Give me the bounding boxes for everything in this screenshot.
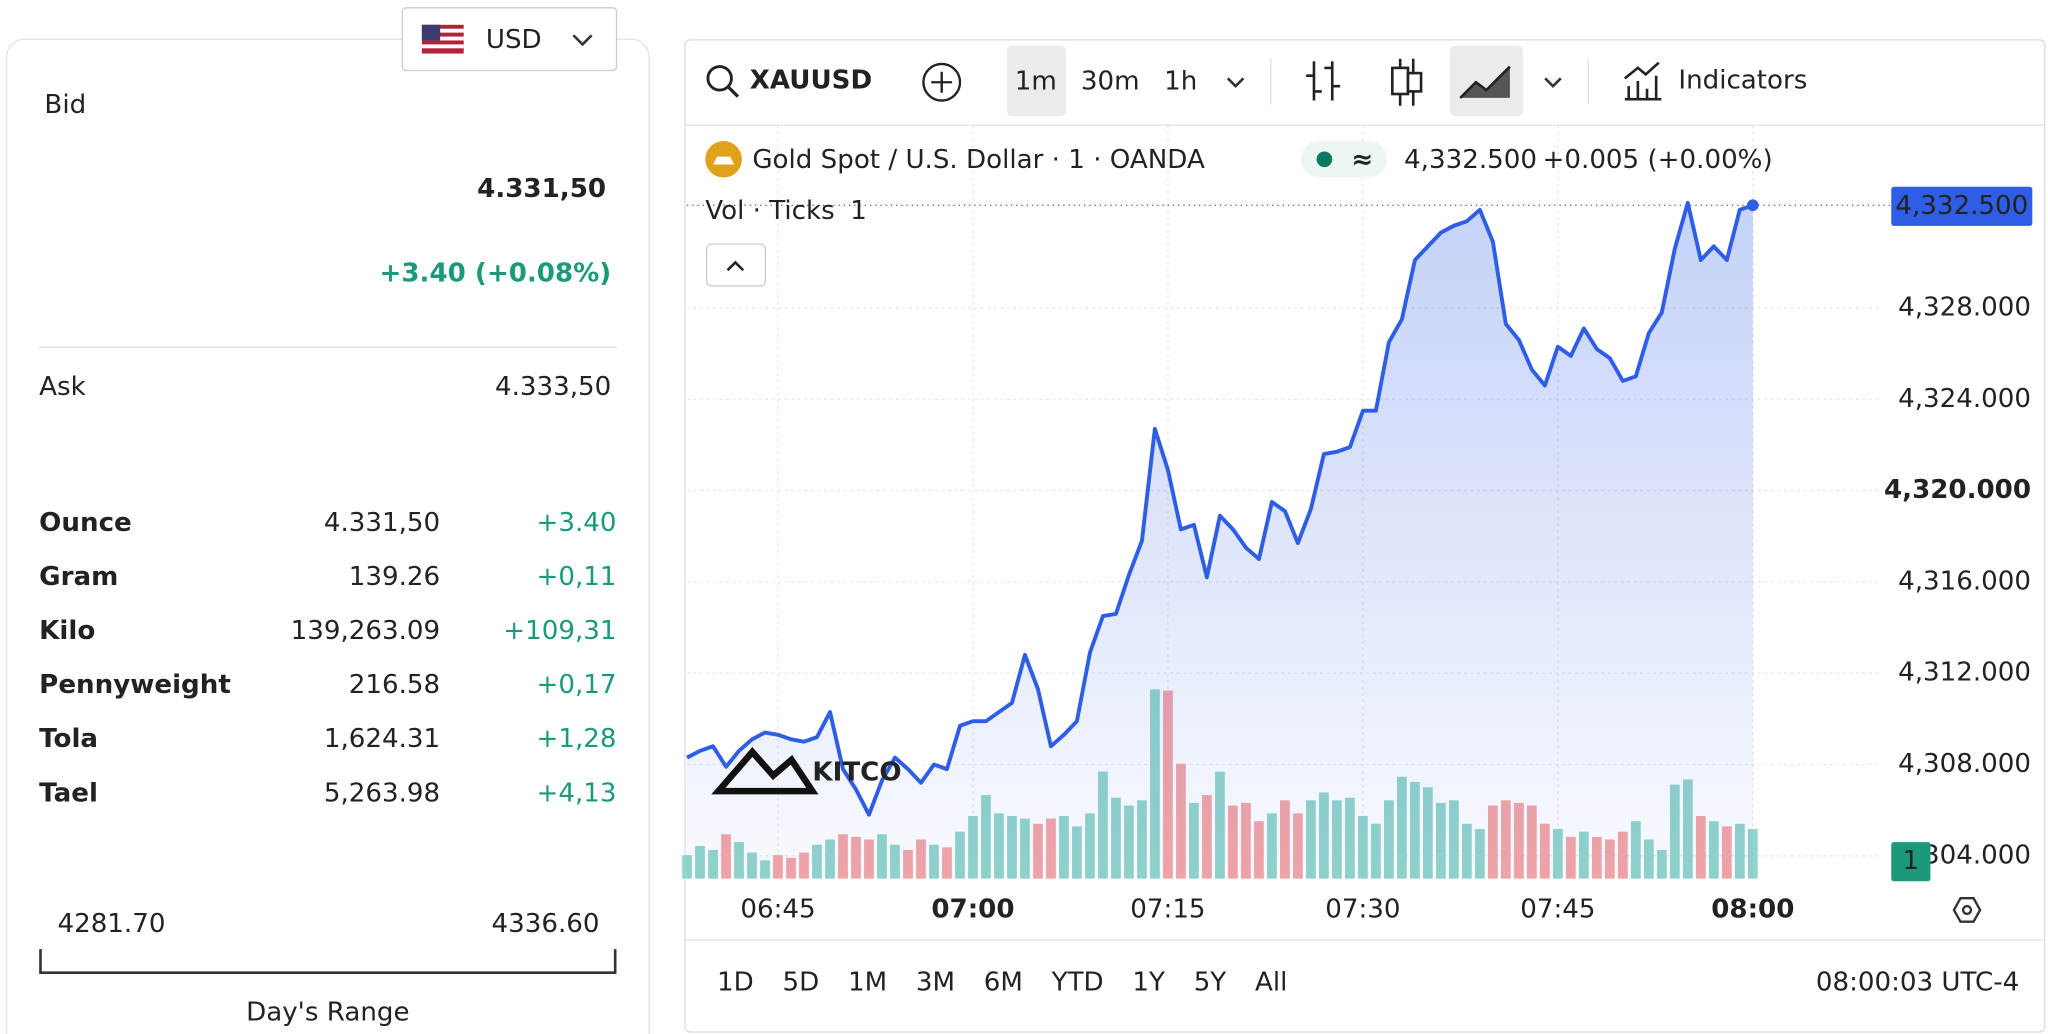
unit-price: 216.58 <box>349 670 440 700</box>
period-button[interactable]: 6M <box>984 968 1023 998</box>
range-bracket <box>39 949 617 974</box>
bid-change: +3.40 (+0.08%) <box>379 259 611 289</box>
area-icon-active[interactable] <box>1449 45 1523 117</box>
interval[interactable]: 30m <box>1081 67 1140 97</box>
vol-label: Vol · Ticks <box>705 196 834 226</box>
y-tick-label: 4,316.000 <box>1898 566 2031 596</box>
unit-price: 5,263.98 <box>324 778 440 808</box>
currency-code: USD <box>486 25 542 55</box>
x-tick-label: 07:45 <box>1520 894 1595 924</box>
unit-change: +0,17 <box>536 670 616 700</box>
watermark: KITCO <box>812 757 901 787</box>
price-tag <box>1891 186 2033 226</box>
period-button[interactable]: All <box>1255 968 1287 998</box>
unit-change: +109,31 <box>503 616 616 646</box>
range-low: 4281.70 <box>57 909 165 939</box>
unit-change: +1,28 <box>536 724 616 754</box>
chevron <box>572 34 593 47</box>
legend-price: 4,332.500 <box>1404 145 1537 175</box>
compare-button[interactable] <box>922 62 962 102</box>
unit-name: Kilo <box>39 616 95 646</box>
unit-change: +3.40 <box>536 508 616 538</box>
candle-icon[interactable] <box>1391 66 1410 96</box>
range-high: 4336.60 <box>492 909 600 939</box>
period-button[interactable]: 1D <box>717 968 754 998</box>
settings-icon[interactable] <box>1952 897 1982 923</box>
area <box>687 202 1753 879</box>
period-button[interactable]: 3M <box>916 968 955 998</box>
svg-text:≈: ≈ <box>1351 145 1373 175</box>
collapse-button[interactable] <box>705 243 767 287</box>
x-tick-label: 07:30 <box>1325 894 1400 924</box>
unit-price: 139.26 <box>349 562 440 592</box>
unit-change: +0,11 <box>536 562 616 592</box>
interval[interactable]: 1h <box>1164 67 1197 97</box>
y-tick-label: 4,312.000 <box>1898 658 2031 688</box>
period-button[interactable]: 1Y <box>1132 968 1165 998</box>
period-button[interactable]: YTD <box>1051 968 1104 998</box>
last-point <box>1746 199 1759 212</box>
period-bar: 1D 5D 1M 3M 6M YTD 1Y 5Y All <box>717 968 1287 998</box>
quote-card <box>5 38 650 1034</box>
legend-change: +0.005 (+0.00%) <box>1543 145 1773 175</box>
logo-mark <box>711 747 819 795</box>
period-button[interactable]: 5Y <box>1194 968 1227 998</box>
price-line <box>686 200 1754 817</box>
vol-tag <box>1891 842 1931 882</box>
search-icon[interactable] <box>706 65 733 92</box>
legend-title: Gold Spot / U.S. Dollar · 1 · OANDA <box>752 145 1205 175</box>
x-tick-label: 07:00 <box>931 894 1014 924</box>
y-tick-label: 4,320.000 <box>1884 475 2031 505</box>
unit-price: 139,263.09 <box>291 616 441 646</box>
ask-label: Ask <box>39 372 86 402</box>
indicators-button[interactable]: Indicators <box>1678 65 1807 95</box>
unit-name: Ounce <box>39 508 132 538</box>
indicators-icon[interactable] <box>1624 61 1662 101</box>
y-tick-label: 4,324.000 <box>1898 384 2031 414</box>
chevron[interactable] <box>1226 77 1562 89</box>
unit-name: Gram <box>39 562 118 592</box>
clock: 08:00:03 UTC-4 <box>1816 968 2019 998</box>
x-tick-label: 06:45 <box>740 894 815 924</box>
currency-select[interactable] <box>401 7 618 72</box>
unit-price: 4.331,50 <box>324 508 440 538</box>
unit-name: Tola <box>39 724 98 754</box>
y-tick-label: 4,308.000 <box>1898 749 2031 779</box>
vol-tag-label: 1 <box>1903 846 1920 876</box>
price-tag-label: 4,332.500 <box>1895 191 2028 221</box>
y-tick-label: 4,328.000 <box>1898 292 2031 322</box>
ask-price: 4.333,50 <box>495 372 611 402</box>
bid-label: Bid <box>44 90 86 120</box>
period-button[interactable]: 5D <box>783 968 820 998</box>
status-pill <box>1300 141 1388 178</box>
unit-price: 1,624.31 <box>324 724 440 754</box>
x-tick-label: 08:00 <box>1711 894 1794 924</box>
unit-name: Tael <box>39 778 98 808</box>
plot: 4,304.0004,308.0004,312.0004,316.0004,32… <box>682 125 2031 924</box>
unit-change: +4,13 <box>536 778 616 808</box>
symbol[interactable]: XAUUSD <box>750 65 872 95</box>
unit-table: Ounce 4.331,50 +3.40 Gram 139.26 +0,11 Kilo 139… <box>39 508 616 808</box>
interval-active[interactable] <box>1007 45 1066 117</box>
bid-price: 4.331,50 <box>477 174 606 204</box>
period-button[interactable]: 1M <box>848 968 887 998</box>
x-tick-label: 07:15 <box>1130 894 1205 924</box>
range-label: Day's Range <box>246 998 409 1028</box>
interval[interactable]: 1m <box>1015 67 1057 97</box>
unit-name: Pennyweight <box>39 670 231 700</box>
vol-value: 1 <box>850 196 867 226</box>
bars-icon[interactable] <box>1306 61 1341 101</box>
